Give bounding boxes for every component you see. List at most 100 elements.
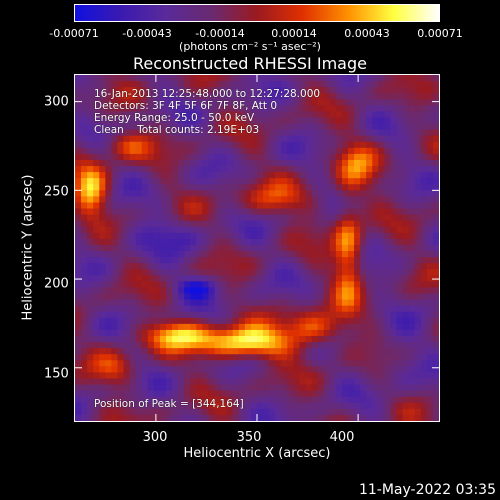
heatmap-cell — [214, 129, 222, 137]
heatmap-cell — [196, 348, 203, 355]
heatmap-cell — [93, 311, 100, 319]
heatmap-cell — [317, 293, 325, 301]
heatmap-cell — [105, 311, 112, 319]
heatmap-cell — [105, 208, 112, 216]
heatmap-cell — [220, 166, 228, 173]
heatmap-cell — [202, 208, 210, 216]
heatmap-cell — [390, 269, 398, 276]
heatmap-cell — [75, 129, 82, 137]
heatmap-cell — [190, 135, 197, 143]
heatmap-cell — [323, 263, 331, 270]
heatmap-cell — [226, 202, 234, 210]
heatmap-cell — [226, 117, 234, 125]
heatmap-cell — [244, 238, 252, 246]
heatmap-cell — [378, 384, 385, 392]
heatmap-cell — [372, 244, 379, 252]
heatmap-cell — [384, 220, 392, 228]
heatmap-cell — [99, 141, 106, 149]
heatmap-cell — [129, 263, 137, 270]
heatmap-cell — [354, 414, 361, 421]
heatmap-cell — [299, 263, 307, 270]
heatmap-cell — [166, 202, 173, 210]
heatmap-cell — [190, 111, 197, 119]
heatmap-cell — [396, 390, 404, 398]
heatmap-cell — [117, 159, 125, 167]
heatmap-cell — [238, 214, 246, 222]
heatmap-cell — [414, 378, 422, 386]
heatmap-cell — [226, 275, 234, 282]
heatmap-cell — [87, 208, 94, 216]
heatmap-cell — [129, 329, 137, 337]
heatmap-cell — [93, 317, 100, 325]
heatmap-cell — [396, 117, 404, 125]
heatmap-cell — [329, 263, 337, 270]
heatmap-cell — [166, 396, 173, 404]
heatmap-cell — [348, 384, 355, 392]
heatmap-cell — [93, 147, 100, 155]
heatmap-cell — [335, 238, 343, 246]
heatmap-cell — [432, 220, 439, 228]
heatmap-cell — [244, 323, 252, 331]
heatmap-cell — [172, 129, 179, 137]
heatmap-cell — [372, 172, 379, 179]
heatmap-cell — [390, 384, 398, 392]
heatmap-cell — [117, 75, 125, 82]
heatmap-cell — [335, 117, 343, 125]
heatmap-cell — [432, 202, 439, 210]
heatmap-cell — [99, 75, 106, 82]
heatmap-cell — [329, 178, 337, 185]
heatmap-cell — [402, 342, 410, 349]
heatmap-cell — [281, 396, 288, 404]
heatmap-cell — [269, 93, 276, 100]
heatmap-cell — [105, 287, 112, 295]
heatmap-cell — [305, 305, 313, 313]
heatmap-cell — [153, 396, 161, 404]
heatmap-cell — [178, 232, 185, 240]
heatmap-cell — [99, 275, 106, 282]
heatmap-cell — [159, 159, 167, 167]
heatmap-cell — [214, 323, 222, 331]
heatmap-cell — [257, 281, 264, 289]
heatmap-cell — [87, 129, 94, 137]
heatmap-cell — [432, 172, 439, 179]
heatmap-cell — [166, 220, 173, 228]
heatmap-cell — [360, 105, 367, 113]
heatmap-cell — [87, 354, 94, 361]
heatmap-cell — [317, 384, 325, 392]
heatmap-cell — [390, 287, 398, 295]
heatmap-cell — [335, 166, 343, 173]
heatmap-cell — [287, 238, 294, 246]
heatmap-cell — [117, 366, 125, 374]
heatmap-cell — [220, 232, 228, 240]
heatmap-cell — [208, 105, 216, 113]
heatmap-cell — [366, 208, 373, 216]
heatmap-cell — [135, 159, 143, 167]
heatmap-cell — [263, 281, 270, 289]
heatmap-cell — [172, 378, 179, 386]
heatmap-cell — [123, 93, 131, 100]
heatmap-cell — [166, 232, 173, 240]
heatmap-cell — [250, 87, 258, 94]
heatmap-cell — [317, 408, 325, 416]
heatmap-cell — [250, 178, 258, 185]
heatmap-cell — [184, 348, 191, 355]
heatmap-cell — [378, 123, 385, 131]
heatmap-cell — [378, 396, 385, 404]
heatmap-cell — [75, 257, 82, 264]
heatmap-cell — [99, 208, 106, 216]
heatmap-cell — [244, 166, 252, 173]
heatmap-cell — [220, 263, 228, 270]
heatmap-cell — [208, 408, 216, 416]
heatmap-cell — [317, 141, 325, 149]
heatmap-cell — [75, 251, 82, 258]
heatmap-cell — [378, 153, 385, 161]
heatmap-cell — [141, 293, 149, 301]
heatmap-cell — [147, 402, 155, 410]
heatmap-cell — [87, 299, 94, 307]
heatmap-cell — [117, 178, 125, 185]
heatmap-cell — [238, 75, 246, 82]
heatmap-cell — [311, 81, 319, 88]
heatmap-cell — [402, 123, 410, 131]
heatmap-cell — [414, 311, 422, 319]
heatmap-cell — [348, 202, 355, 210]
